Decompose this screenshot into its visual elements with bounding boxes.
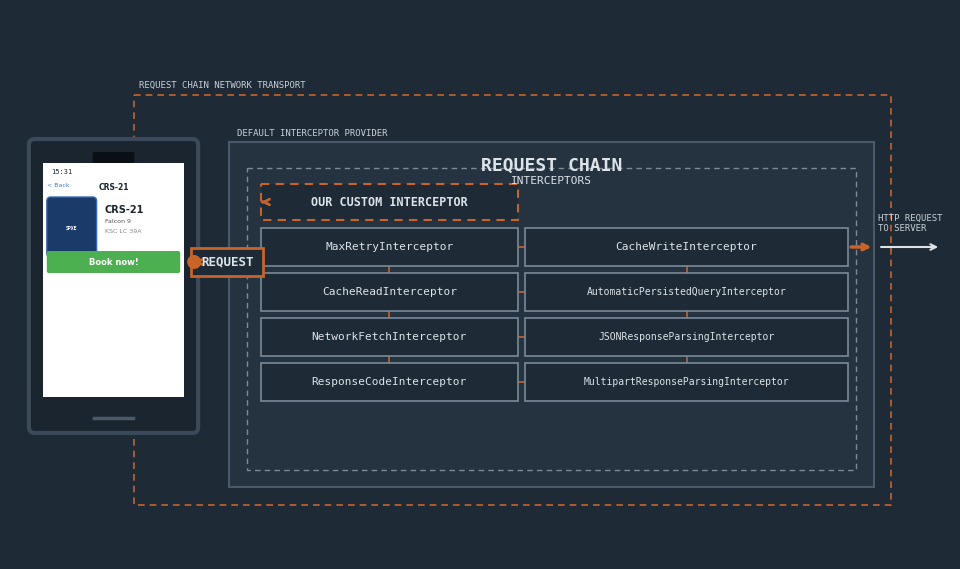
Bar	[261, 318, 517, 356]
Bar	[261, 363, 517, 401]
Text: REQUEST CHAIN: REQUEST CHAIN	[481, 157, 622, 175]
Text: REQUEST: REQUEST	[201, 255, 253, 269]
Text: KSC LC 39A: KSC LC 39A	[105, 229, 141, 234]
Text: DEFAULT INTERCEPTOR PROVIDER: DEFAULT INTERCEPTOR PROVIDER	[237, 129, 388, 138]
Text: HTTP REQUEST
TO SERVER: HTTP REQUEST TO SERVER	[878, 213, 943, 233]
Text: MultipartResponseParsingInterceptor: MultipartResponseParsingInterceptor	[584, 377, 789, 387]
Text: NetworkFetchInterceptor: NetworkFetchInterceptor	[312, 332, 467, 342]
FancyBboxPatch shape	[47, 197, 97, 257]
Text: OUR CUSTOM INTERCEPTOR: OUR CUSTOM INTERCEPTOR	[311, 196, 468, 208]
Bar	[134, 95, 891, 505]
Text: MaxRetryInterceptor: MaxRetryInterceptor	[325, 242, 453, 252]
Text: INTERCEPTORS: INTERCEPTORS	[511, 176, 592, 186]
Text: CacheWriteInterceptor: CacheWriteInterceptor	[615, 242, 757, 252]
Bar	[261, 184, 517, 220]
Text: < Back: < Back	[47, 183, 69, 188]
Text: CRS-21: CRS-21	[105, 205, 144, 215]
Bar	[525, 273, 849, 311]
Bar	[191, 248, 263, 276]
Text: Book now!: Book now!	[88, 258, 138, 266]
Text: Falcon 9: Falcon 9	[105, 219, 131, 224]
Text: 15:31: 15:31	[51, 169, 72, 175]
Bar	[247, 168, 856, 470]
Text: CRS-21: CRS-21	[98, 183, 129, 192]
Text: JSONResponseParsingInterceptor: JSONResponseParsingInterceptor	[598, 332, 775, 342]
Text: ResponseCodeInterceptor: ResponseCodeInterceptor	[312, 377, 467, 387]
FancyBboxPatch shape	[92, 152, 134, 163]
Text: CacheReadInterceptor: CacheReadInterceptor	[322, 287, 457, 297]
Text: AutomaticPersistedQueryInterceptor: AutomaticPersistedQueryInterceptor	[587, 287, 786, 297]
Bar	[43, 163, 184, 397]
FancyBboxPatch shape	[29, 139, 198, 433]
FancyBboxPatch shape	[47, 251, 180, 273]
Bar	[525, 318, 849, 356]
Circle shape	[187, 255, 202, 269]
Text: SPXE: SPXE	[66, 225, 78, 230]
Text: REQUEST CHAIN NETWORK TRANSPORT: REQUEST CHAIN NETWORK TRANSPORT	[139, 81, 306, 90]
Bar	[525, 363, 849, 401]
Bar	[525, 228, 849, 266]
Bar	[261, 228, 517, 266]
Bar	[229, 142, 875, 487]
Bar	[261, 273, 517, 311]
